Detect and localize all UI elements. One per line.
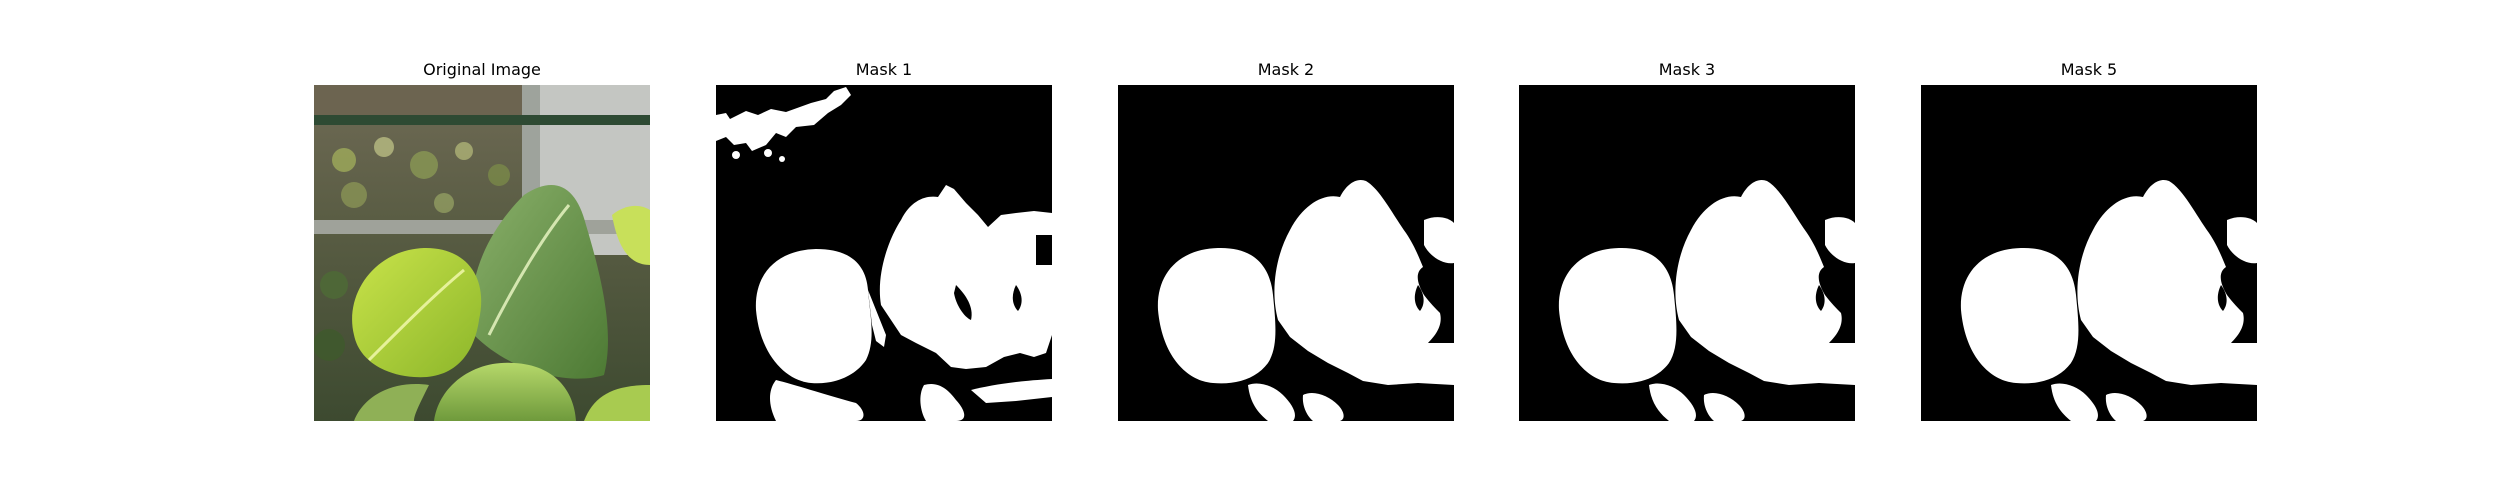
photo-railing-mid <box>314 220 650 234</box>
mask-holes <box>1268 285 1424 374</box>
panel-mask-2: Mask 2 <box>1118 0 1458 500</box>
mask-holes <box>1669 285 1825 374</box>
panel-original-image: Original Image <box>314 0 654 500</box>
leaf-right-tall-vein <box>487 204 571 336</box>
panel-title: Mask 5 <box>2060 60 2118 79</box>
mask-foreground <box>1157 179 1454 421</box>
mask-image <box>716 85 1052 421</box>
mask-holes <box>954 235 1052 320</box>
original-photo <box>314 85 650 421</box>
mask-image <box>1519 85 1855 421</box>
panel-title: Original Image <box>423 60 541 79</box>
panel-title: Mask 3 <box>1658 60 1716 79</box>
mask-foreground <box>716 87 1052 421</box>
mask-image <box>1921 85 2257 421</box>
panel-title: Mask 1 <box>855 60 913 79</box>
photo-railing-top <box>314 115 650 125</box>
mask-image <box>1118 85 1454 421</box>
leaf-upper-right <box>612 205 650 265</box>
leaf-right-tall <box>471 185 608 379</box>
panel-mask-5: Mask 5 <box>1921 0 2261 500</box>
mask-foreground <box>1960 179 2257 421</box>
mask-holes <box>2071 285 2227 374</box>
mask-foreground <box>1558 179 1855 421</box>
panel-mask-3: Mask 3 <box>1519 0 1859 500</box>
panel-mask-1: Mask 1 <box>716 0 1056 500</box>
leaf-bottom-center <box>434 362 576 421</box>
leaf-left-round-vein <box>367 268 465 362</box>
leaf-bottom-right <box>584 385 650 421</box>
panel-title: Mask 2 <box>1257 60 1315 79</box>
leaf-bottom-left <box>354 384 429 421</box>
